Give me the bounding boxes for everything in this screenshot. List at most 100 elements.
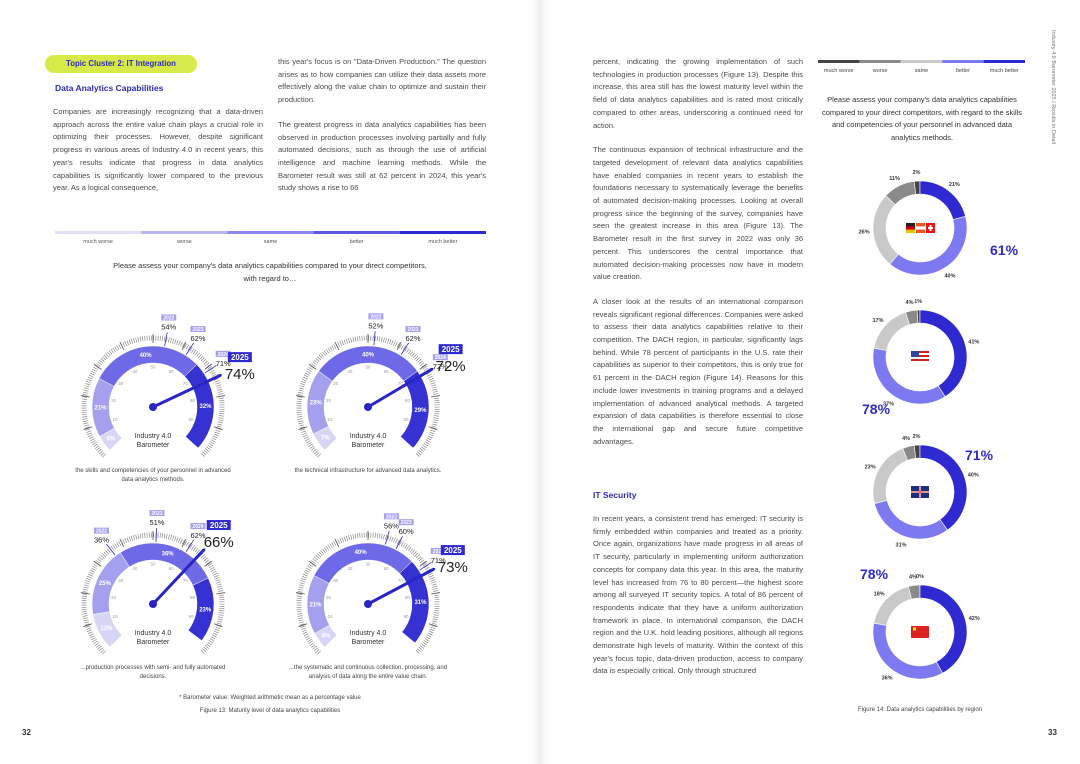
segment-label: 13%: [100, 626, 113, 632]
needle: [151, 548, 206, 606]
scale-tick: [308, 363, 317, 370]
scale-tick: [83, 623, 93, 627]
year-label: 2024: [192, 524, 203, 530]
year-tag: [227, 352, 252, 363]
footnote: * Barometer value: Weighted arithmetic m…: [179, 695, 361, 701]
donut-segment: [872, 347, 946, 405]
year-marker: [419, 561, 432, 571]
scale-label: 40: [132, 369, 138, 374]
scale-label: 20: [326, 595, 332, 600]
segment-label: 7%: [321, 436, 330, 442]
legend-label: much worse: [83, 239, 113, 245]
scale-tick: [298, 426, 308, 430]
segment-label: 36%: [882, 675, 893, 681]
gauge-center-label: Barometer: [137, 442, 170, 449]
flag: [911, 351, 919, 357]
legend-label: better: [956, 68, 970, 74]
year-label: 2022: [370, 314, 381, 320]
scale-label: 30: [118, 578, 124, 583]
column: In recent years, a consistent trend has …: [593, 513, 803, 690]
year-value: 62%: [406, 334, 421, 343]
needle: [366, 567, 435, 606]
legend-label: much better: [428, 239, 457, 245]
scale-label: 30: [333, 381, 339, 386]
year-value: 54%: [161, 322, 176, 331]
tick-ring: [296, 335, 440, 458]
year-value: 51%: [149, 518, 164, 527]
scale-label: 90: [404, 614, 410, 619]
gauge-center-label: Barometer: [137, 639, 170, 646]
heading: Data Analytics Capabilities: [55, 83, 164, 93]
year-label: 2023: [401, 520, 412, 526]
scale-tick: [298, 623, 308, 627]
scale-label: 60: [169, 369, 175, 374]
paragraph: Companies are increasingly recognizing t…: [53, 107, 263, 193]
year-marker: [204, 364, 217, 374]
segment-label: 23%: [310, 400, 323, 406]
segment-label: 32%: [199, 404, 212, 410]
needle-hub: [364, 403, 372, 411]
scale-label: 40: [347, 369, 353, 374]
tick-ring: [81, 335, 225, 458]
year-marker: [155, 528, 157, 543]
scale-label: 40: [347, 566, 353, 571]
year-marker: [373, 331, 376, 346]
year-label: 2025: [231, 353, 249, 362]
year-tag: [405, 326, 421, 333]
scale-label: 40: [132, 566, 138, 571]
flag: [906, 223, 915, 233]
scale-label: 70: [183, 578, 189, 583]
scale-tick: [295, 395, 305, 398]
year-label: 2022: [96, 529, 107, 535]
segment-label: 29%: [414, 408, 427, 414]
year-label: 2025: [442, 345, 460, 354]
scale-label: 10: [112, 417, 118, 422]
segment-label: 23%: [865, 465, 876, 471]
year-value: 72%: [433, 362, 448, 371]
segment-label: 21%: [949, 182, 960, 188]
scale-label: 90: [189, 614, 195, 619]
legend-label: better: [350, 239, 364, 245]
gauge-segment: [184, 364, 215, 449]
legend-label: same: [915, 68, 928, 74]
year-value: 62%: [191, 531, 206, 540]
column: percent, indicating the growing implemen…: [593, 56, 803, 486]
scale-tick: [216, 592, 226, 595]
year-tag: [149, 510, 165, 517]
segment-label: 21%: [94, 405, 107, 411]
segment-label: 42%: [969, 616, 980, 622]
scale-tick: [119, 341, 125, 351]
scale-label: 60: [384, 369, 390, 374]
year-label: 2022: [386, 514, 397, 520]
scale-tick: [419, 363, 428, 370]
segment-label: 31%: [414, 600, 427, 606]
subheading: IT Security: [593, 490, 637, 500]
scale-label: 30: [118, 381, 124, 386]
legend-label: much worse: [824, 68, 854, 74]
segment-label: 26%: [859, 230, 870, 236]
segment-label: 6%: [107, 437, 116, 443]
paragraph: percent, indicating the growing implemen…: [593, 57, 803, 130]
legend-label: same: [264, 239, 277, 245]
tick-ring: [81, 532, 225, 655]
year-marker: [185, 539, 195, 552]
year-marker: [106, 543, 116, 556]
legend-label: much better: [990, 68, 1019, 74]
year-value: 74%: [225, 366, 255, 383]
column: Companies are increasingly recognizing t…: [53, 106, 263, 207]
year-value: 71%: [431, 556, 446, 565]
segment-label: 4%: [902, 436, 910, 442]
needle-hub: [364, 600, 372, 608]
gauge-center-label: Industry 4.0: [350, 433, 387, 440]
legend-swatch: [900, 60, 943, 63]
scale-tick: [204, 560, 213, 567]
question: Please assess your company's data analyt…: [113, 261, 427, 283]
year-tag: [432, 354, 448, 361]
scale-label: 20: [111, 595, 117, 600]
segment-label: 11%: [889, 176, 900, 182]
year-value: 72%: [436, 358, 466, 375]
segment-label: 36%: [162, 552, 175, 558]
segment-label: 4%: [909, 574, 917, 580]
legend-swatch: [399, 231, 486, 234]
